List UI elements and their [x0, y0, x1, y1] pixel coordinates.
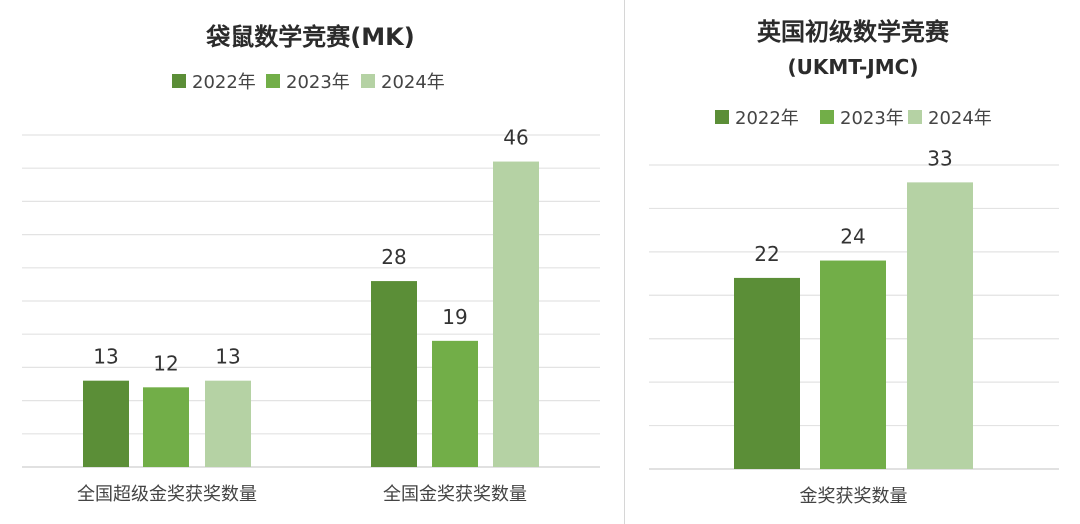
- data-label: 28: [381, 245, 406, 269]
- data-label: 13: [93, 345, 118, 369]
- bar: [820, 260, 886, 469]
- bar-chart: 袋鼠数学竞赛(MK) 2022年 2023年 2024年 13 12 13 全国超级金奖获奖数…: [22, 23, 600, 505]
- legend-label: 2024年: [928, 108, 992, 129]
- legend-label: 2023年: [840, 108, 904, 129]
- bar: [907, 182, 973, 469]
- legend-label: 2022年: [192, 72, 256, 93]
- data-label: 12: [153, 351, 178, 375]
- data-label: 22: [754, 242, 779, 266]
- chart-title: 袋鼠数学竞赛(MK): [205, 23, 414, 51]
- legend-label: 2023年: [286, 72, 350, 93]
- data-label: 19: [442, 305, 467, 329]
- legend-swatch: [715, 110, 729, 124]
- category-label: 全国金奖获奖数量: [383, 484, 527, 505]
- bar: [371, 281, 417, 467]
- data-label: 24: [840, 225, 865, 249]
- legend-swatch: [361, 74, 375, 88]
- legend-swatch: [172, 74, 186, 88]
- bar: [493, 161, 539, 467]
- data-label: 33: [927, 146, 952, 170]
- bar: [83, 380, 129, 467]
- legend-label: 2022年: [735, 108, 799, 129]
- bar: [734, 277, 800, 469]
- category-label: 全国超级金奖获奖数量: [77, 484, 257, 505]
- data-label: 46: [503, 126, 528, 150]
- chart-subtitle: (UKMT-JMC): [788, 55, 919, 79]
- chart-panel-ukmt: 英国初级数学竞赛 (UKMT-JMC) 2022年 2023年 2024年 22 24 33 金…: [624, 0, 1080, 524]
- legend-swatch: [266, 74, 280, 88]
- data-label: 13: [215, 345, 240, 369]
- legend-swatch: [820, 110, 834, 124]
- bar: [143, 387, 189, 467]
- chart-title: 英国初级数学竞赛: [757, 18, 950, 46]
- bar-chart: 英国初级数学竞赛 (UKMT-JMC) 2022年 2023年 2024年 22 24 33 金…: [649, 18, 1059, 507]
- category-label: 金奖获奖数量: [800, 486, 908, 507]
- legend-swatch: [908, 110, 922, 124]
- bar: [205, 380, 251, 467]
- chart-panel-mk: 袋鼠数学竞赛(MK) 2022年 2023年 2024年 13 12 13 全国超级金奖获奖数…: [22, 23, 600, 505]
- bar: [432, 340, 478, 467]
- legend-label: 2024年: [381, 72, 445, 93]
